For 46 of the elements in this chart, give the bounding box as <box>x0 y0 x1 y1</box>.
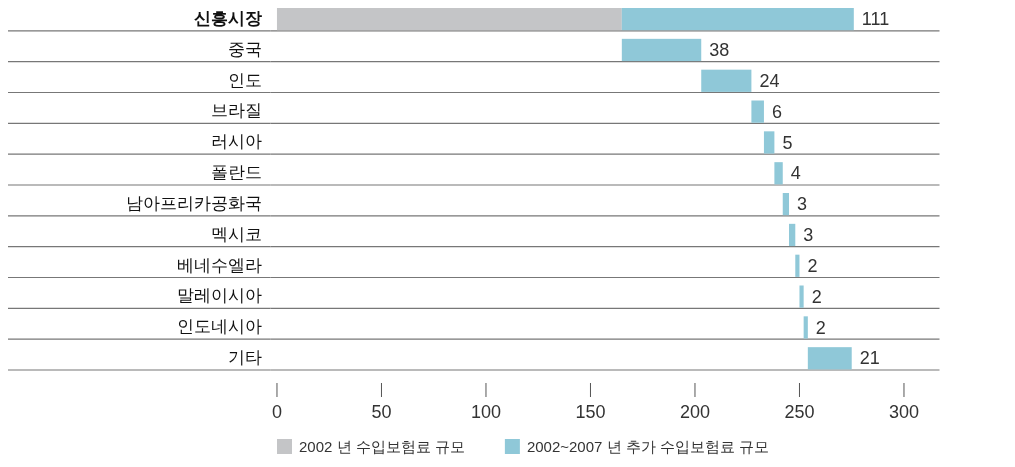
legend-label: 2002 년 수입보험료 규모 <box>299 438 465 455</box>
data-label: 3 <box>803 225 814 246</box>
x-tick-label: 300 <box>888 402 919 422</box>
y-tick-label: 러시아 <box>211 132 262 152</box>
bar <box>803 316 808 339</box>
legend-label: 2002~2007 년 추가 수입보험료 규모 <box>526 438 770 455</box>
x-tick-label: 250 <box>784 402 815 422</box>
bar <box>701 69 752 92</box>
x-tick-label: 50 <box>371 402 392 422</box>
y-tick-label: 브라질 <box>211 101 262 121</box>
data-label: 3 <box>797 194 808 215</box>
bar <box>799 285 804 308</box>
x-tick-label: 100 <box>470 402 501 422</box>
data-label: 21 <box>859 348 880 369</box>
y-tick-label: 남아프리카공화국 <box>126 193 262 213</box>
bar <box>621 8 854 31</box>
data-label: 2 <box>811 286 822 307</box>
bar <box>751 100 764 123</box>
bar <box>621 38 702 62</box>
y-tick-label: 인도 <box>228 70 262 90</box>
bar <box>795 254 800 277</box>
y-tick-label: 기타 <box>228 348 262 367</box>
x-tick-label: 200 <box>679 402 710 422</box>
y-tick-label: 신흥시장 <box>194 8 262 28</box>
y-tick-label: 멕시코 <box>211 224 262 244</box>
bar <box>807 347 852 370</box>
data-label: 4 <box>790 163 801 184</box>
bar <box>774 162 783 185</box>
data-label: 111 <box>861 9 890 30</box>
bar <box>763 131 775 154</box>
bar <box>276 8 622 31</box>
data-label: 6 <box>771 101 782 122</box>
data-label: 5 <box>782 132 793 153</box>
y-tick-label: 인도네시아 <box>177 317 262 337</box>
y-tick-label: 말레이시아 <box>177 286 262 306</box>
y-tick-label: 중국 <box>228 39 262 59</box>
data-label: 2 <box>815 317 826 338</box>
data-label: 38 <box>709 40 730 61</box>
data-label: 2 <box>807 255 818 276</box>
x-tick-label: 150 <box>575 402 606 422</box>
bar <box>782 193 790 216</box>
y-tick-label: 폴란드 <box>211 163 262 182</box>
x-tick-label: 0 <box>271 402 282 422</box>
y-tick-label: 베네수엘라 <box>177 255 262 275</box>
data-label: 24 <box>759 70 780 91</box>
bar <box>789 223 796 247</box>
